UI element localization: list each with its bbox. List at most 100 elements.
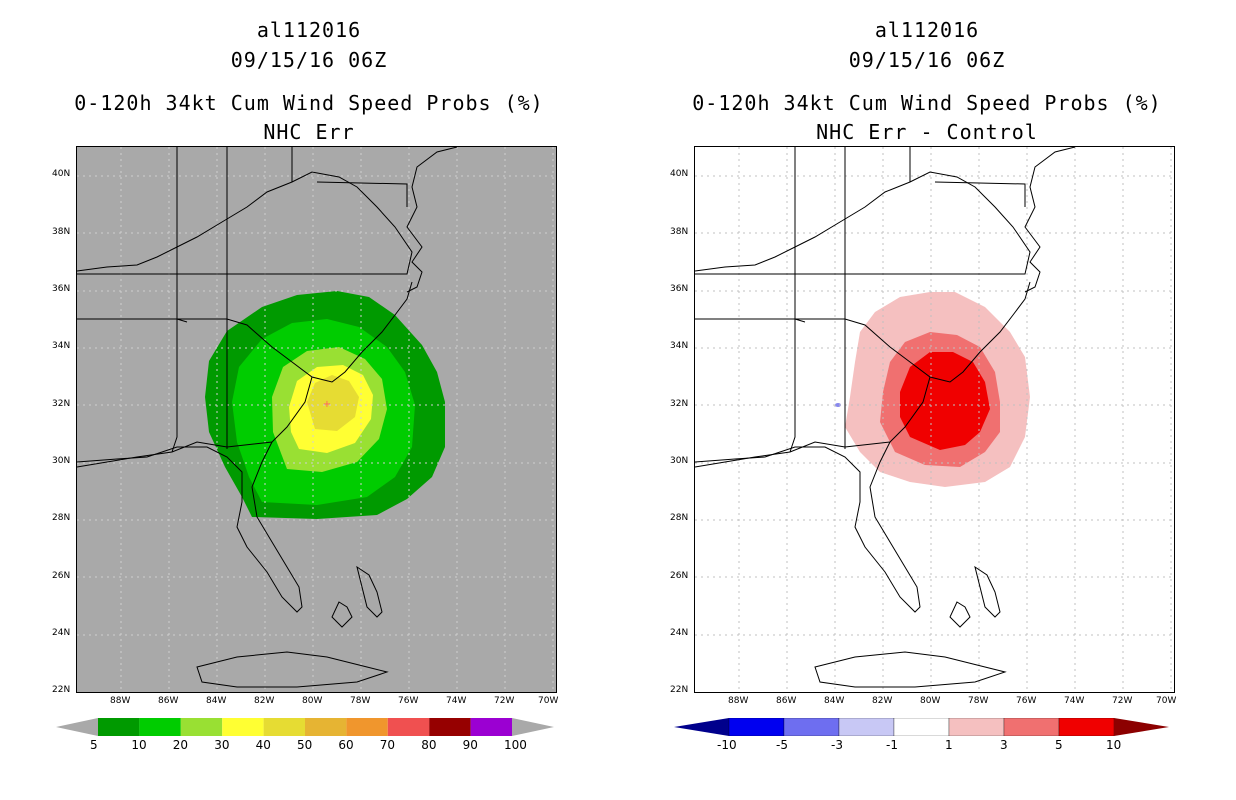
colorbar-label: 60	[338, 738, 354, 752]
colorbar-box	[470, 718, 512, 736]
left-product-title: 0-120h 34kt Cum Wind Speed Probs (%)	[74, 91, 544, 115]
colorbar-label: -5	[776, 738, 788, 752]
left-map: +	[76, 146, 557, 693]
lat-label: 30N	[52, 456, 71, 466]
right-coastline	[695, 147, 1076, 688]
left-datetime: 09/15/16 06Z	[230, 48, 388, 72]
colorbar-under-arrow	[56, 718, 98, 736]
lon-label: 76W	[398, 696, 419, 706]
lon-label: 86W	[776, 696, 797, 706]
colorbar-box	[346, 718, 388, 736]
colorbar-label: 10	[131, 738, 147, 752]
lon-label: 80W	[920, 696, 941, 706]
colorbar-over-arrow	[512, 718, 554, 736]
colorbar-box	[98, 718, 140, 736]
lat-label: 22N	[52, 685, 71, 695]
left-colorbar	[56, 718, 554, 736]
colorbar-box	[838, 718, 895, 736]
right-subtitle: NHC Err - Control	[816, 120, 1038, 144]
right-colorbar	[674, 718, 1169, 736]
lat-label: 38N	[52, 227, 71, 237]
left-storm-id: al112016	[256, 18, 362, 42]
colorbar-box	[893, 718, 950, 736]
lat-label: 32N	[52, 399, 71, 409]
right-product-title: 0-120h 34kt Cum Wind Speed Probs (%)	[692, 91, 1162, 115]
diff-contour-5	[900, 352, 990, 450]
right-panel: al112016 09/15/16 06Z 0-120h 34kt Cum Wi…	[618, 0, 1236, 800]
right-storm-id: al112016	[874, 18, 980, 42]
lon-label: 78W	[968, 696, 989, 706]
left-coastline	[77, 147, 458, 688]
lon-label: 70W	[1156, 696, 1177, 706]
lon-label: 76W	[1016, 696, 1037, 706]
lon-label: 82W	[872, 696, 893, 706]
diff-negative-spot	[835, 403, 841, 407]
lat-label: 34N	[52, 341, 71, 351]
colorbar-label: 30	[214, 738, 230, 752]
lon-label: 78W	[350, 696, 371, 706]
lat-label: 28N	[52, 513, 71, 523]
colorbar-box	[222, 718, 264, 736]
colorbar-box	[139, 718, 181, 736]
left-storm-center-marker: +	[323, 399, 331, 410]
lon-label: 72W	[1112, 696, 1133, 706]
lat-label: 30N	[670, 456, 689, 466]
colorbar-box	[429, 718, 471, 736]
colorbar-box	[1003, 718, 1060, 736]
lat-label: 38N	[670, 227, 689, 237]
colorbar-label: 100	[504, 738, 527, 752]
lon-label: 74W	[1064, 696, 1085, 706]
colorbar-box	[263, 718, 305, 736]
colorbar-label: 70	[379, 738, 396, 752]
right-map	[694, 146, 1175, 693]
colorbar-label: 5	[1055, 738, 1063, 752]
left-gridlines	[77, 147, 556, 692]
lon-label: 84W	[206, 696, 227, 706]
left-map-svg: +	[77, 147, 556, 692]
colorbar-box	[1058, 718, 1115, 736]
colorbar-box	[180, 718, 223, 736]
colorbar-box	[728, 718, 785, 736]
lat-label: 32N	[670, 399, 689, 409]
colorbar-label: 50	[297, 738, 313, 752]
lat-label: 26N	[52, 571, 71, 581]
colorbar-label: -3	[831, 738, 843, 752]
lat-label: 40N	[670, 169, 689, 179]
colorbar-over-arrow	[1114, 718, 1169, 736]
colorbar-under-arrow	[674, 718, 729, 736]
left-subtitle: NHC Err	[263, 120, 355, 144]
lat-label: 36N	[52, 284, 71, 294]
lon-label: 84W	[824, 696, 845, 706]
lat-label: 34N	[670, 341, 689, 351]
lon-label: 82W	[254, 696, 275, 706]
colorbar-label: 20	[172, 738, 189, 752]
lat-label: 22N	[670, 685, 689, 695]
right-datetime: 09/15/16 06Z	[848, 48, 1006, 72]
lat-label: 26N	[670, 571, 689, 581]
lat-label: 24N	[670, 628, 689, 638]
colorbar-label: 10	[1106, 738, 1122, 752]
right-map-svg	[695, 147, 1174, 692]
colorbar-label: 40	[255, 738, 271, 752]
colorbar-label: 3	[1000, 738, 1008, 752]
lon-label: 80W	[302, 696, 323, 706]
lon-label: 88W	[728, 696, 749, 706]
lat-label: 36N	[670, 284, 689, 294]
lon-label: 88W	[110, 696, 131, 706]
lon-label: 74W	[446, 696, 467, 706]
colorbar-label: -1	[886, 738, 898, 752]
colorbar-label: 80	[421, 738, 437, 752]
lat-label: 40N	[52, 169, 71, 179]
left-panel: al112016 09/15/16 06Z 0-120h 34kt Cum Wi…	[52, 18, 558, 752]
lon-label: 72W	[494, 696, 515, 706]
colorbar-label: -10	[717, 738, 737, 752]
colorbar-box	[783, 718, 840, 736]
lon-label: 86W	[158, 696, 179, 706]
colorbar-label: 90	[462, 738, 478, 752]
colorbar-label: 5	[90, 738, 98, 752]
colorbar-box	[387, 718, 430, 736]
colorbar-box	[948, 718, 1005, 736]
colorbar-label: 1	[945, 738, 953, 752]
prob-contour-40	[307, 375, 359, 431]
colorbar-box	[305, 718, 347, 736]
